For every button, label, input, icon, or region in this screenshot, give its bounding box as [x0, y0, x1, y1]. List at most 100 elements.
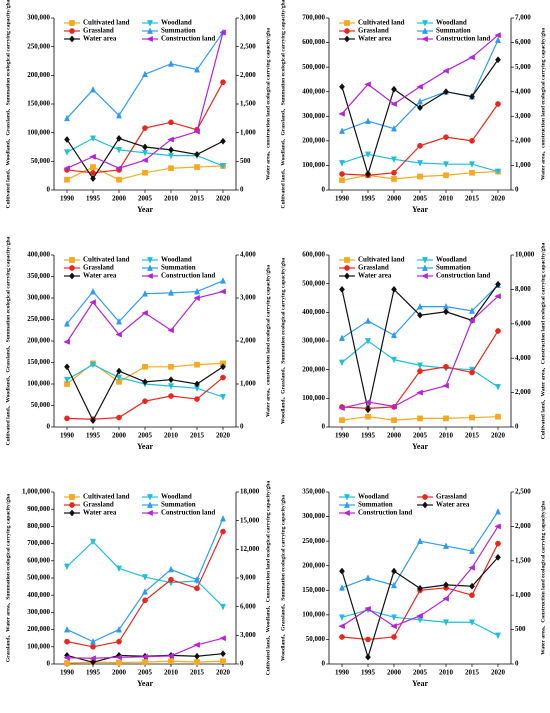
y-tick-label: 400,000 — [302, 87, 325, 95]
marker — [69, 257, 75, 263]
marker — [442, 595, 449, 602]
marker — [495, 328, 501, 334]
marker — [417, 311, 423, 319]
marker — [468, 54, 475, 61]
marker — [89, 153, 96, 160]
marker — [442, 382, 449, 389]
marker — [168, 289, 174, 296]
y2-tick-label: 0 — [515, 423, 519, 431]
marker — [147, 20, 153, 27]
y-tick-label: 200,000 — [27, 625, 50, 633]
marker — [194, 652, 200, 660]
marker — [391, 614, 397, 622]
y2-tick-label: 0 — [515, 660, 519, 668]
marker — [168, 146, 174, 154]
marker — [89, 299, 96, 306]
marker — [344, 257, 350, 263]
y2-tick-label: 2,500 — [515, 488, 531, 496]
x-tick-label: 2005 — [413, 195, 428, 203]
marker — [416, 389, 423, 396]
marker — [147, 27, 153, 34]
marker — [343, 510, 350, 516]
marker — [142, 143, 148, 151]
marker — [391, 634, 397, 640]
marker — [64, 660, 70, 666]
y2-tick-label: 4,000 — [240, 251, 256, 259]
marker — [116, 134, 122, 142]
y2-tick-label: 4,000 — [515, 87, 531, 95]
marker — [443, 619, 449, 626]
y2-tick-label: 0 — [240, 660, 244, 668]
marker — [142, 588, 148, 595]
marker — [417, 584, 423, 592]
y2-axis-title: Cultivated land、Water area、Construction … — [540, 243, 546, 440]
legend-label: Water area — [358, 35, 392, 43]
marker — [220, 163, 226, 170]
y-tick-label: 150,000 — [27, 358, 50, 366]
x-axis-title: Year — [412, 205, 428, 214]
marker — [390, 403, 397, 410]
marker — [90, 169, 96, 176]
y2-tick-label: 1,000 — [240, 380, 256, 388]
marker — [443, 161, 449, 168]
legend-label: Cultivated land — [83, 493, 130, 501]
x-tick-label: 1990 — [335, 432, 350, 440]
y-tick-label: 100,000 — [27, 380, 50, 388]
legend-label: Woodland — [161, 256, 192, 264]
y-axis-title: Woodland、Grassland、Summation ecological … — [280, 258, 286, 424]
y-tick-label: 700,000 — [302, 14, 325, 22]
marker — [147, 257, 153, 264]
legend-label: Cultivated land — [83, 19, 130, 27]
marker — [168, 393, 174, 399]
marker — [338, 110, 345, 117]
marker — [391, 417, 397, 423]
marker — [364, 605, 371, 612]
y2-tick-label: 10,000 — [515, 251, 535, 259]
y2-tick-label: 2,000 — [240, 71, 256, 79]
y-tick-label: 150,000 — [302, 586, 325, 594]
marker — [141, 310, 148, 317]
marker — [90, 643, 96, 650]
marker — [365, 406, 371, 414]
marker — [495, 280, 501, 288]
marker — [417, 537, 423, 544]
legend-label: Grassland — [83, 264, 114, 272]
marker — [168, 119, 174, 126]
y2-tick-label: 6,000 — [515, 38, 531, 46]
y2-tick-label: 3,000 — [240, 631, 256, 639]
marker — [116, 638, 122, 645]
marker — [90, 175, 96, 183]
y2-tick-label: 7,000 — [515, 14, 531, 22]
marker — [344, 265, 350, 271]
marker — [495, 101, 501, 107]
marker — [495, 413, 501, 420]
x-tick-label: 2020 — [491, 432, 506, 440]
marker — [344, 272, 350, 280]
marker — [468, 564, 475, 571]
legend-label: Cultivated land — [358, 256, 405, 264]
marker — [193, 128, 200, 135]
x-tick-label: 2020 — [216, 669, 231, 677]
chart-panel: 0 50,000 100,000 150,000 200,000 250,000 300,0… — [280, 488, 546, 688]
x-tick-label: 2005 — [413, 432, 428, 440]
series-line — [341, 284, 499, 339]
marker — [495, 384, 501, 391]
legend-label: Water area — [358, 272, 392, 280]
marker — [193, 641, 200, 648]
y-tick-label: 200,000 — [27, 337, 50, 345]
marker — [220, 514, 226, 522]
legend-label: Grassland — [83, 501, 114, 509]
y-axis-title: Grassland、Water area、Summation ecologica… — [5, 494, 11, 662]
y-tick-label: 200,000 — [27, 71, 50, 79]
y-tick-label: 800,000 — [27, 522, 50, 530]
marker — [469, 169, 475, 176]
legend-label: Cultivated land — [358, 19, 405, 27]
marker — [146, 510, 153, 516]
marker — [339, 567, 345, 575]
marker — [90, 637, 96, 645]
chart-panel: 0 50,000 100,000 150,000 200,000 250,000 300,0… — [5, 236, 271, 450]
y2-tick-label: 500 — [240, 157, 251, 165]
marker — [417, 415, 423, 422]
y2-tick-label: 12,000 — [240, 545, 260, 553]
marker — [391, 331, 397, 339]
